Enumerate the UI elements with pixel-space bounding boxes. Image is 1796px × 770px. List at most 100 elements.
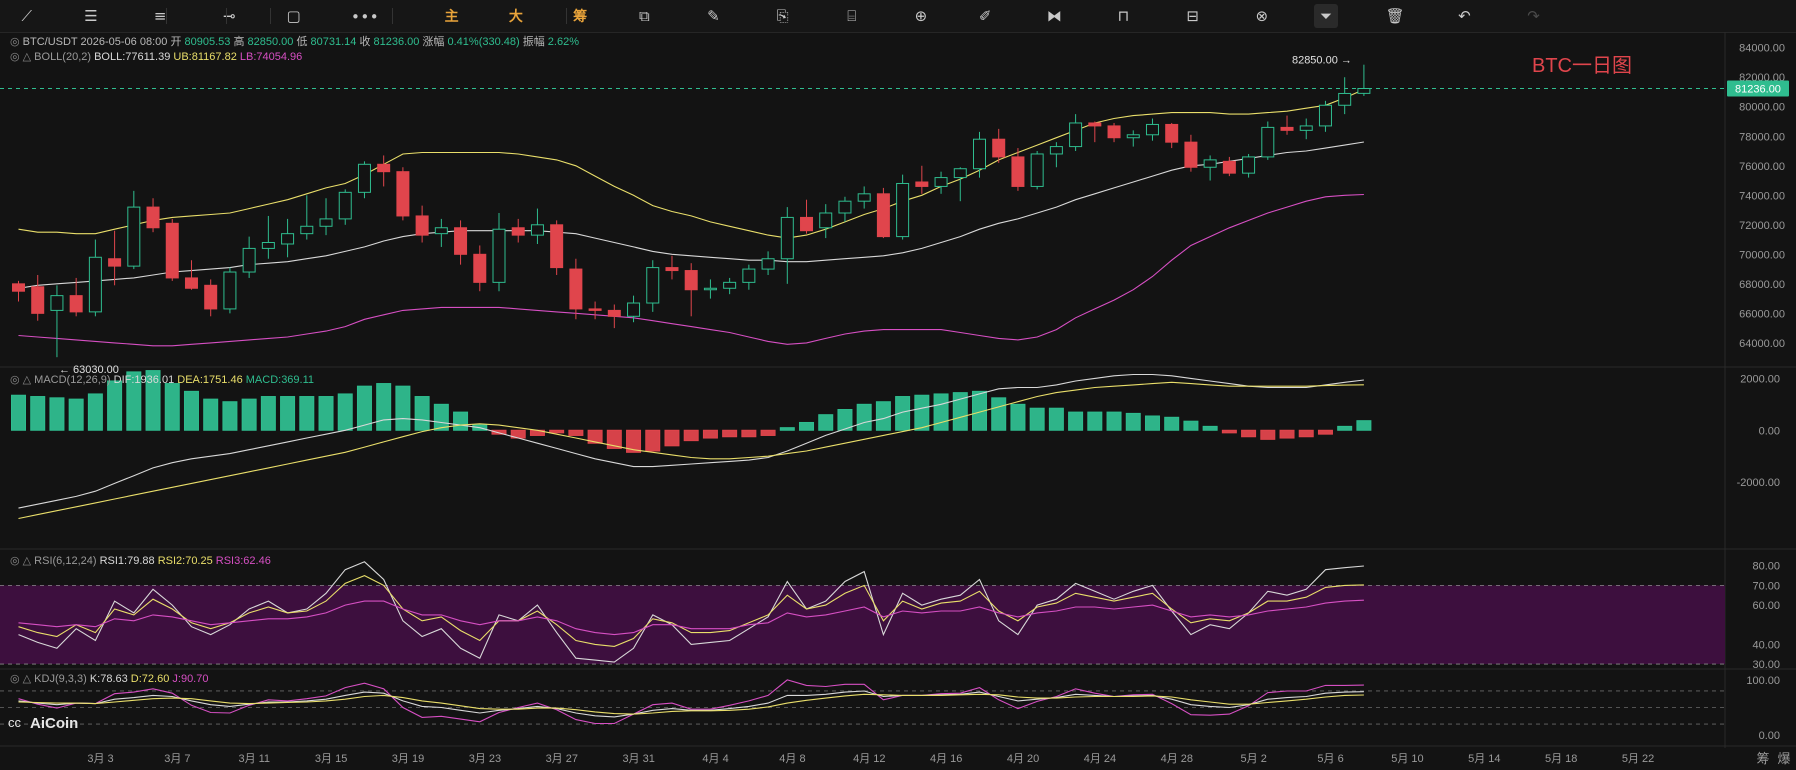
candle[interactable] (50, 285, 64, 358)
legend-icons[interactable]: ◎ △ (10, 51, 34, 63)
candle[interactable] (1338, 77, 1352, 115)
candle[interactable] (1318, 100, 1332, 132)
candle[interactable] (69, 277, 83, 317)
horizontal-lines-icon[interactable]: ☰ (84, 7, 98, 25)
macd-legend[interactable]: ◎ △ MACD(12,26,9) DIF:1936.01 DEA:1751.4… (10, 374, 314, 386)
candle[interactable] (1280, 115, 1294, 135)
segment-icon[interactable]: ⊸ (223, 7, 236, 25)
candle[interactable] (684, 263, 698, 317)
candle[interactable] (223, 267, 237, 314)
lock-icon[interactable]: ⊓ (1117, 7, 1130, 25)
compare-icon[interactable]: ⧓ (1046, 7, 1062, 25)
candle[interactable] (1088, 121, 1102, 143)
candle[interactable] (184, 260, 198, 290)
candle[interactable] (761, 251, 775, 275)
candle[interactable] (646, 260, 660, 312)
ruler-icon[interactable]: ⌸ (847, 7, 857, 25)
brush-icon[interactable]: ✐ (978, 7, 992, 25)
candle[interactable] (838, 196, 852, 222)
candle[interactable] (819, 204, 833, 239)
candle[interactable] (108, 230, 122, 286)
candle[interactable] (1030, 151, 1044, 190)
rsi-legend[interactable]: ◎ △ RSI(6,12,24) RSI1:79.88 RSI2:70.25 R… (10, 555, 271, 567)
candle[interactable] (261, 215, 275, 259)
dots-line-icon[interactable]: ∙∙∙ (350, 7, 379, 25)
candle[interactable] (357, 161, 371, 199)
candle[interactable] (146, 198, 160, 233)
candle[interactable] (473, 245, 487, 292)
zoom-icon[interactable]: ⊕ (914, 7, 928, 25)
candle[interactable] (934, 171, 948, 194)
candle[interactable] (953, 167, 967, 202)
copy-icon[interactable]: ⎘ (776, 7, 789, 25)
candle[interactable] (1242, 153, 1256, 178)
candle[interactable] (607, 304, 621, 329)
candle[interactable] (88, 239, 102, 317)
legend-icons[interactable]: ◎ △ (10, 673, 34, 685)
candle[interactable] (1357, 64, 1371, 96)
text-tool-icon[interactable]: ✎ (707, 7, 720, 25)
candle[interactable] (165, 218, 179, 281)
legend-icons[interactable]: ◎ △ (10, 374, 34, 386)
candle[interactable] (876, 187, 890, 239)
screenshot-icon[interactable]: ⧉ (638, 7, 650, 25)
candle[interactable] (992, 128, 1006, 163)
legend-icons[interactable]: ◎ △ (10, 555, 34, 567)
candle[interactable] (338, 189, 352, 225)
candle[interactable] (377, 155, 391, 187)
candle[interactable] (703, 279, 717, 299)
candle[interactable] (415, 205, 429, 243)
candle[interactable] (896, 174, 910, 240)
candle[interactable] (588, 301, 602, 320)
candle[interactable] (1203, 155, 1217, 181)
candle[interactable] (127, 190, 141, 270)
candle[interactable] (1049, 142, 1063, 168)
candle[interactable] (319, 198, 333, 236)
candle[interactable] (1165, 122, 1179, 149)
parallel-channel-icon[interactable]: ≡ (153, 7, 167, 25)
candle[interactable] (204, 279, 218, 317)
candle[interactable] (723, 277, 737, 295)
candle[interactable] (973, 131, 986, 178)
kdj-legend[interactable]: ◎ △ KDJ(9,3,3) K:78.63 D:72.60 J:90.70 (10, 673, 208, 685)
trend-line-icon[interactable]: ⟋ (21, 7, 33, 25)
magnet-icon[interactable]: ⊗ (1255, 7, 1269, 25)
big-indicator-button[interactable]: 大 (508, 9, 523, 25)
candle[interactable] (396, 167, 410, 221)
candle[interactable] (31, 274, 45, 321)
candle[interactable] (300, 195, 314, 240)
chip-indicator-button[interactable]: 筹 (573, 9, 588, 25)
candle[interactable] (1299, 118, 1313, 140)
candle[interactable] (1261, 121, 1275, 160)
candle[interactable] (1145, 118, 1159, 141)
candle[interactable] (454, 220, 468, 265)
candle[interactable] (1069, 114, 1083, 152)
candle[interactable] (1222, 156, 1236, 177)
main-indicator-button[interactable]: 主 (444, 9, 459, 25)
candle[interactable] (434, 218, 448, 247)
candle[interactable] (530, 208, 544, 244)
candle[interactable] (915, 165, 929, 194)
candle[interactable] (742, 264, 756, 290)
candle[interactable] (665, 255, 679, 280)
candle[interactable] (550, 220, 564, 275)
boll-legend[interactable]: ◎ △ BOLL(20,2) BOLL:77611.39 UB:81167.82… (10, 51, 302, 63)
filter-icon[interactable]: ⏷ (1314, 4, 1339, 28)
alert-icon[interactable]: ⊟ (1186, 7, 1199, 25)
undo-icon[interactable]: ↶ (1458, 7, 1471, 25)
candle[interactable] (12, 280, 25, 302)
rectangle-icon[interactable]: ▢ (286, 7, 301, 25)
candle[interactable] (569, 258, 583, 320)
candle[interactable] (1126, 130, 1140, 147)
candle[interactable] (492, 212, 506, 292)
candle[interactable] (1184, 134, 1198, 172)
redo-icon[interactable]: ↷ (1527, 7, 1540, 25)
candle[interactable] (857, 186, 871, 209)
candle[interactable] (780, 207, 794, 284)
trash-icon[interactable]: 🗑 (1385, 7, 1405, 25)
candle[interactable] (1011, 148, 1025, 191)
candle[interactable] (1107, 122, 1121, 143)
candle[interactable] (242, 236, 256, 278)
candle[interactable] (511, 218, 525, 243)
